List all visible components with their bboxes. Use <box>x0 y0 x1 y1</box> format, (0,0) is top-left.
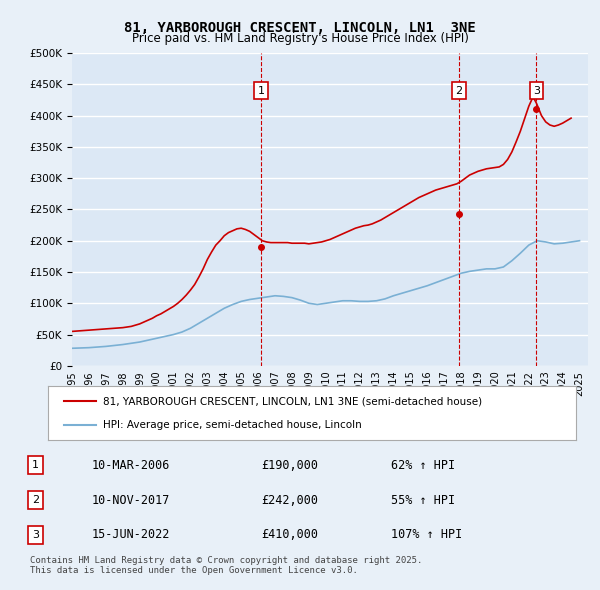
Text: 15-JUN-2022: 15-JUN-2022 <box>92 529 170 542</box>
Text: 3: 3 <box>533 86 540 96</box>
Text: £190,000: £190,000 <box>261 458 318 471</box>
Text: £410,000: £410,000 <box>261 529 318 542</box>
Text: 10-NOV-2017: 10-NOV-2017 <box>92 493 170 507</box>
Text: £242,000: £242,000 <box>261 493 318 507</box>
Text: 1: 1 <box>258 86 265 96</box>
Text: 81, YARBOROUGH CRESCENT, LINCOLN, LN1  3NE: 81, YARBOROUGH CRESCENT, LINCOLN, LN1 3N… <box>124 21 476 35</box>
Text: 2: 2 <box>455 86 463 96</box>
Text: Price paid vs. HM Land Registry's House Price Index (HPI): Price paid vs. HM Land Registry's House … <box>131 32 469 45</box>
Text: 10-MAR-2006: 10-MAR-2006 <box>92 458 170 471</box>
Text: 3: 3 <box>32 530 39 540</box>
Text: 2: 2 <box>32 495 39 505</box>
Text: Contains HM Land Registry data © Crown copyright and database right 2025.
This d: Contains HM Land Registry data © Crown c… <box>30 556 422 575</box>
Text: 55% ↑ HPI: 55% ↑ HPI <box>391 493 455 507</box>
Text: HPI: Average price, semi-detached house, Lincoln: HPI: Average price, semi-detached house,… <box>103 419 362 430</box>
Text: 62% ↑ HPI: 62% ↑ HPI <box>391 458 455 471</box>
Text: 1: 1 <box>32 460 39 470</box>
Text: 107% ↑ HPI: 107% ↑ HPI <box>391 529 462 542</box>
Text: 81, YARBOROUGH CRESCENT, LINCOLN, LN1 3NE (semi-detached house): 81, YARBOROUGH CRESCENT, LINCOLN, LN1 3N… <box>103 396 482 407</box>
